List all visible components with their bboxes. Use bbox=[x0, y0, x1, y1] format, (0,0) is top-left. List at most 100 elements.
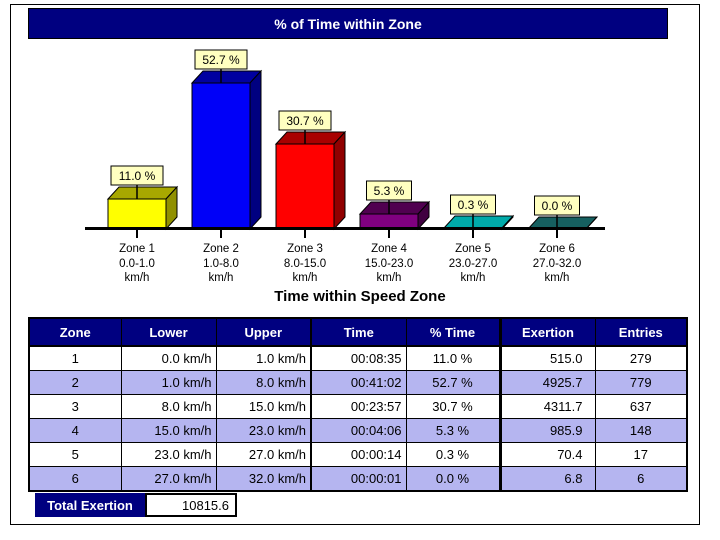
x-axis-label: 1.0-8.0 bbox=[203, 258, 239, 270]
cell-time: 00:23:57 bbox=[310, 394, 407, 419]
percent-label: 52.7 % bbox=[202, 53, 240, 67]
cell-lower: 0.0 km/h bbox=[120, 345, 217, 371]
bar-side-face bbox=[585, 216, 598, 230]
col-header-zone: Zone bbox=[28, 317, 122, 347]
x-axis-label: km/h bbox=[377, 272, 402, 284]
table-row: 3 8.0 km/h 15.0 km/h 00:23:57 30.7 % 431… bbox=[28, 394, 688, 419]
x-axis-label: 8.0-15.0 bbox=[284, 258, 326, 270]
table-row: 1 0.0 km/h 1.0 km/h 00:08:35 11.0 % 515.… bbox=[28, 345, 688, 371]
cell-exertion: 985.9 bbox=[499, 418, 596, 443]
bar-front-face bbox=[275, 143, 335, 230]
cell-pct-time: 0.0 % bbox=[405, 466, 502, 492]
cell-entries: 17 bbox=[594, 442, 688, 467]
cell-exertion: 70.4 bbox=[499, 442, 596, 467]
cell-zone: 6 bbox=[28, 466, 122, 492]
cell-time: 00:04:06 bbox=[310, 418, 407, 443]
cell-lower: 23.0 km/h bbox=[120, 442, 217, 467]
x-axis-tick bbox=[388, 230, 390, 238]
cell-pct-time: 5.3 % bbox=[405, 418, 502, 443]
cell-exertion: 6.8 bbox=[499, 466, 596, 492]
x-axis-tick bbox=[472, 230, 474, 238]
percent-label: 5.3 % bbox=[374, 184, 405, 198]
percent-label-box bbox=[534, 195, 580, 216]
percent-label: 0.3 % bbox=[458, 198, 489, 212]
x-axis-label: 27.0-32.0 bbox=[533, 258, 582, 270]
cell-upper: 8.0 km/h bbox=[215, 370, 312, 395]
x-axis-tick bbox=[304, 230, 306, 238]
table-row: 2 1.0 km/h 8.0 km/h 00:41:02 52.7 % 4925… bbox=[28, 370, 688, 395]
cell-zone: 1 bbox=[28, 345, 122, 371]
percent-label-box bbox=[110, 165, 164, 186]
bar-front-face bbox=[107, 198, 167, 230]
cell-lower: 15.0 km/h bbox=[120, 418, 217, 443]
col-header-entries: Entries bbox=[594, 317, 688, 347]
cell-exertion: 4925.7 bbox=[499, 370, 596, 395]
table-row: 4 15.0 km/h 23.0 km/h 00:04:06 5.3 % 985… bbox=[28, 418, 688, 443]
col-header-lower: Lower bbox=[120, 317, 217, 347]
cell-entries: 637 bbox=[594, 394, 688, 419]
cell-time: 00:00:01 bbox=[310, 466, 407, 492]
cell-zone: 3 bbox=[28, 394, 122, 419]
cell-entries: 779 bbox=[594, 370, 688, 395]
x-axis-tick bbox=[556, 230, 558, 238]
col-header-upper: Upper bbox=[215, 317, 312, 347]
cell-exertion: 515.0 bbox=[499, 345, 596, 371]
cell-entries: 6 bbox=[594, 466, 688, 492]
cell-pct-time: 0.3 % bbox=[405, 442, 502, 467]
chart-title: % of Time within Zone bbox=[274, 15, 422, 32]
x-axis-label: km/h bbox=[461, 272, 486, 284]
percent-label-box bbox=[278, 110, 332, 131]
zone-bar-chart: 11.0 % Zone 1 0.0-1.0 km/h 52.7 % Zone 2 1.0-8… bbox=[85, 49, 605, 284]
cell-lower: 8.0 km/h bbox=[120, 394, 217, 419]
percent-label: 30.7 % bbox=[286, 114, 324, 128]
percent-label: 11.0 % bbox=[119, 169, 156, 183]
cell-pct-time: 11.0 % bbox=[405, 345, 502, 371]
cell-zone: 2 bbox=[28, 370, 122, 395]
bar-front-face bbox=[359, 213, 419, 230]
cell-lower: 27.0 km/h bbox=[120, 466, 217, 492]
cell-pct-time: 52.7 % bbox=[405, 370, 502, 395]
percent-label-box bbox=[194, 49, 248, 70]
cell-time: 00:00:14 bbox=[310, 442, 407, 467]
cell-entries: 148 bbox=[594, 418, 688, 443]
bar-top-face bbox=[442, 215, 515, 229]
bar-top-face bbox=[190, 70, 263, 84]
zone-table: Zone Lower Upper Time % Time Exertion En… bbox=[28, 317, 688, 492]
percent-label-box bbox=[366, 180, 412, 201]
total-exertion-value: 10815.6 bbox=[145, 493, 237, 517]
x-axis-tick bbox=[220, 230, 222, 238]
chart-title-bar: % of Time within Zone bbox=[28, 8, 668, 39]
x-axis-label: Zone 3 bbox=[287, 243, 323, 255]
cell-entries: 279 bbox=[594, 345, 688, 371]
cell-upper: 23.0 km/h bbox=[215, 418, 312, 443]
table-header-row: Zone Lower Upper Time % Time Exertion En… bbox=[28, 317, 688, 347]
x-axis-label: Zone 5 bbox=[455, 243, 491, 255]
col-header-time: Time bbox=[310, 317, 407, 347]
cell-upper: 15.0 km/h bbox=[215, 394, 312, 419]
x-axis-tick bbox=[136, 230, 138, 238]
col-header-pct-time: % Time bbox=[405, 317, 502, 347]
bar-side-face bbox=[249, 69, 262, 231]
total-exertion-label: Total Exertion bbox=[35, 493, 145, 517]
table-title: Time within Speed Zone bbox=[274, 288, 446, 305]
cell-pct-time: 30.7 % bbox=[405, 394, 502, 419]
x-axis-label: Zone 6 bbox=[539, 243, 575, 255]
x-axis-label: 23.0-27.0 bbox=[449, 258, 498, 270]
cell-zone: 4 bbox=[28, 418, 122, 443]
cell-zone: 5 bbox=[28, 442, 122, 467]
x-axis-label: km/h bbox=[293, 272, 318, 284]
x-axis-label: 15.0-23.0 bbox=[365, 258, 414, 270]
table-row: 6 27.0 km/h 32.0 km/h 00:00:01 0.0 % 6.8… bbox=[28, 466, 688, 492]
bar-top-face bbox=[274, 131, 347, 145]
percent-label: 0.0 % bbox=[542, 199, 573, 213]
bar-top-face bbox=[106, 186, 179, 200]
x-axis-label: 0.0-1.0 bbox=[119, 258, 155, 270]
x-axis-label: km/h bbox=[209, 272, 234, 284]
cell-upper: 27.0 km/h bbox=[215, 442, 312, 467]
col-header-exertion: Exertion bbox=[499, 317, 596, 347]
x-axis-label: km/h bbox=[125, 272, 150, 284]
cell-time: 00:08:35 bbox=[310, 345, 407, 371]
bar-top-face bbox=[358, 201, 431, 215]
cell-exertion: 4311.7 bbox=[499, 394, 596, 419]
percent-label-box bbox=[450, 194, 496, 215]
